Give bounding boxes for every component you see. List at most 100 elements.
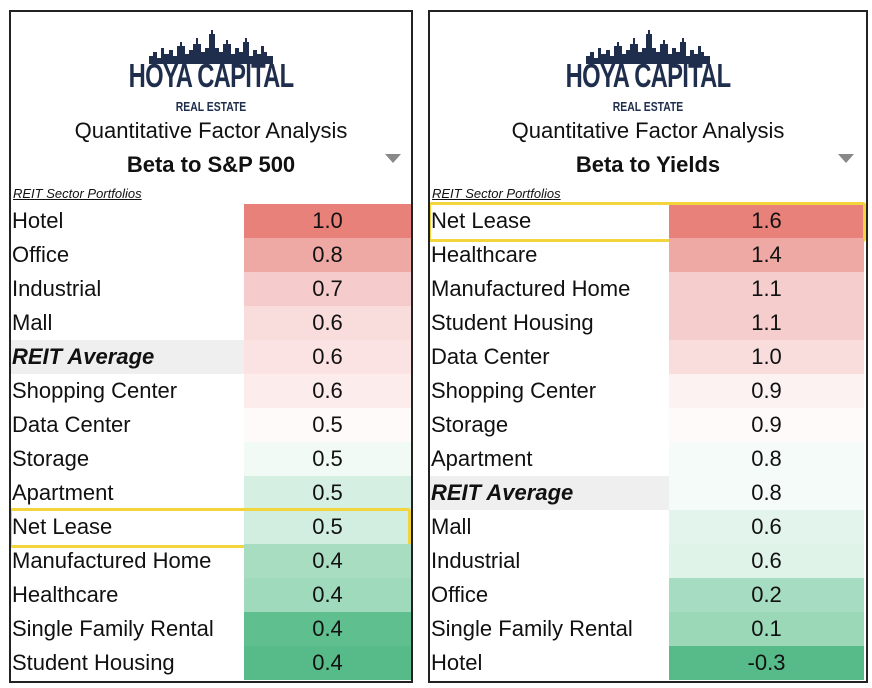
- table-row: Net Lease 0.5: [11, 510, 411, 544]
- sector-name: Healthcare: [12, 582, 119, 607]
- table-row: Single Family Rental 0.4: [11, 612, 411, 646]
- table-row: Storage 0.5: [11, 442, 411, 476]
- sector-name: Office: [431, 582, 489, 607]
- beta-value-cell: 1.0: [669, 340, 864, 374]
- beta-value-cell: 0.6: [244, 340, 411, 374]
- skyline-icon: [586, 30, 710, 64]
- beta-value-cell: 0.4: [244, 646, 411, 680]
- sector-name: Net Lease: [12, 514, 113, 539]
- beta-value-cell: 0.5: [244, 510, 411, 544]
- beta-value-cell: 1.6: [669, 204, 864, 238]
- beta-value-cell: 0.8: [244, 238, 411, 272]
- brand-sub: REAL ESTATE: [612, 99, 684, 114]
- table-row: Industrial 0.6: [430, 544, 866, 578]
- sector-name: Manufactured Home: [431, 276, 631, 301]
- sector-name: Single Family Rental: [431, 616, 633, 641]
- brand-name: HOYA CAPITAL: [565, 57, 731, 94]
- table-row: Office 0.2: [430, 578, 866, 612]
- beta-value-cell: 0.1: [669, 612, 864, 646]
- panel-title: Quantitative Factor Analysis: [511, 118, 785, 143]
- table-row: Manufactured Home 0.4: [11, 544, 411, 578]
- chevron-down-icon[interactable]: [385, 154, 401, 163]
- sector-name: Office: [12, 242, 70, 267]
- beta-value-cell: 0.4: [244, 578, 411, 612]
- sector-name: REIT Average: [11, 340, 244, 374]
- beta-value-cell: 0.6: [669, 544, 864, 578]
- table-row: Apartment 0.5: [11, 476, 411, 510]
- table-row: Hotel -0.3: [430, 646, 866, 680]
- sector-name: Mall: [12, 310, 53, 335]
- brand-name: HOYA CAPITAL: [128, 57, 294, 94]
- sector-name: Mall: [431, 514, 472, 539]
- table-row: Healthcare 0.4: [11, 578, 411, 612]
- table-row: Shopping Center 0.6: [11, 374, 411, 408]
- beta-value-cell: 0.4: [244, 544, 411, 578]
- table-row: Data Center 0.5: [11, 408, 411, 442]
- table-row: Student Housing 1.1: [430, 306, 866, 340]
- sector-name: Net Lease: [431, 208, 532, 233]
- beta-value-cell: 0.2: [669, 578, 864, 612]
- sector-name: Apartment: [12, 480, 114, 505]
- table-row: Mall 0.6: [430, 510, 866, 544]
- beta-yields-panel: HOYA CAPITAL REAL ESTATE Quantitative Fa…: [428, 10, 868, 683]
- sector-name: Student Housing: [12, 650, 175, 675]
- sector-name: REIT Average: [430, 476, 669, 510]
- sector-name: Industrial: [431, 548, 521, 573]
- beta-value-cell: 0.4: [244, 612, 411, 646]
- table-rows: Hotel 1.0 Office 0.8 Industrial 0.7 Mall 0.6 REI…: [11, 204, 411, 680]
- sector-name: Shopping Center: [12, 378, 178, 403]
- table-row: Healthcare 1.4: [430, 238, 866, 272]
- beta-value-cell: 1.4: [669, 238, 864, 272]
- beta-value-cell: 1.1: [669, 272, 864, 306]
- hoya-capital-logo: HOYA CAPITAL REAL ESTATE: [11, 28, 411, 124]
- table-row: Net Lease 1.6: [430, 204, 866, 238]
- table-row: Shopping Center 0.9: [430, 374, 866, 408]
- metric-title: Beta to Yields: [575, 152, 721, 177]
- sector-name: Healthcare: [431, 242, 538, 267]
- brand-sub: REAL ESTATE: [175, 99, 247, 114]
- sector-name: Storage: [431, 412, 509, 437]
- sector-name: Industrial: [12, 276, 102, 301]
- table-row: Industrial 0.7: [11, 272, 411, 306]
- sector-name: Storage: [12, 446, 90, 471]
- sector-name: Apartment: [431, 446, 533, 471]
- beta-value-cell: 0.5: [244, 408, 411, 442]
- table-row: REIT Average 0.6: [11, 340, 411, 374]
- beta-value-cell: 1.0: [244, 204, 411, 238]
- sector-name: Manufactured Home: [12, 548, 212, 573]
- table-row: Storage 0.9: [430, 408, 866, 442]
- beta-value-cell: -0.3: [669, 646, 864, 680]
- panel-title: Quantitative Factor Analysis: [74, 118, 348, 143]
- chevron-down-icon[interactable]: [838, 154, 854, 163]
- beta-value-cell: 0.5: [244, 476, 411, 510]
- beta-value-cell: 0.6: [669, 510, 864, 544]
- sector-name: Shopping Center: [431, 378, 597, 403]
- sector-name: Hotel: [12, 208, 64, 233]
- beta-value-cell: 0.9: [669, 408, 864, 442]
- beta-value-cell: 0.8: [669, 476, 864, 510]
- table-row: Apartment 0.8: [430, 442, 866, 476]
- table-row: REIT Average 0.8: [430, 476, 866, 510]
- metric-title: Beta to S&P 500: [126, 152, 296, 177]
- table-row: Single Family Rental 0.1: [430, 612, 866, 646]
- table-row: Office 0.8: [11, 238, 411, 272]
- table-row: Manufactured Home 1.1: [430, 272, 866, 306]
- skyline-icon: [149, 30, 273, 64]
- beta-value-cell: 0.9: [669, 374, 864, 408]
- beta-value-cell: 0.8: [669, 442, 864, 476]
- sector-name: Data Center: [431, 344, 550, 369]
- table-row: Student Housing 0.4: [11, 646, 411, 680]
- hoya-capital-logo: HOYA CAPITAL REAL ESTATE: [430, 28, 866, 124]
- table-row: Hotel 1.0: [11, 204, 411, 238]
- table-row: Mall 0.6: [11, 306, 411, 340]
- table-row: Data Center 1.0: [430, 340, 866, 374]
- sector-name: Single Family Rental: [12, 616, 214, 641]
- sector-name: Data Center: [12, 412, 131, 437]
- table-rows: Net Lease 1.6 Healthcare 1.4 Manufactured Ho…: [430, 202, 866, 680]
- section-label: REIT Sector Portfolios: [13, 186, 142, 201]
- beta-value-cell: 0.5: [244, 442, 411, 476]
- beta-value-cell: 1.1: [669, 306, 864, 340]
- section-label: REIT Sector Portfolios: [432, 186, 561, 201]
- beta-sp500-panel: HOYA CAPITAL REAL ESTATE Quantitative Fa…: [9, 10, 413, 683]
- beta-value-cell: 0.6: [244, 306, 411, 340]
